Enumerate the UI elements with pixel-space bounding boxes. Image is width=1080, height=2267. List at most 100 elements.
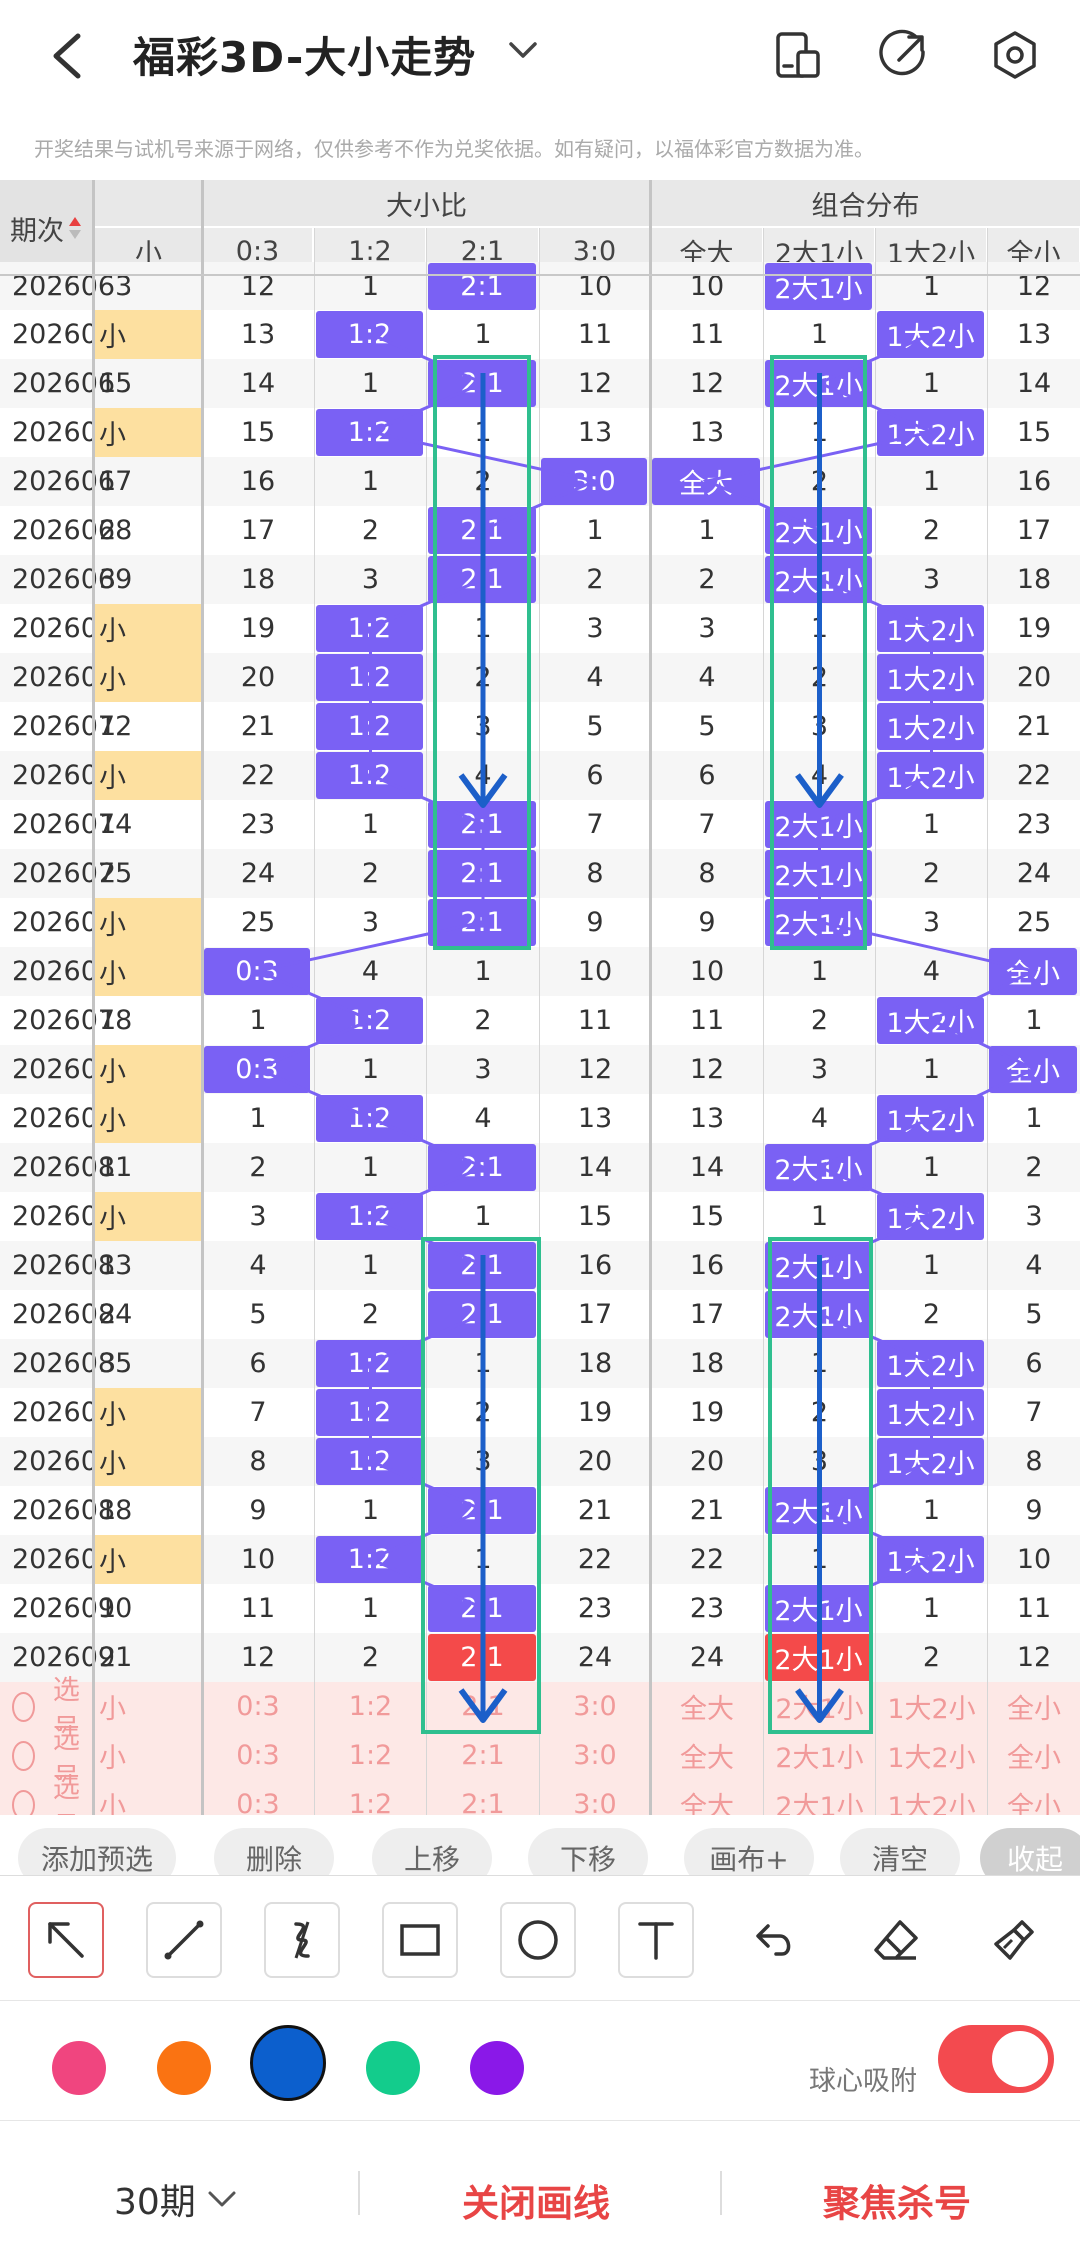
- value-cell: 1: [474, 319, 492, 350]
- color-green-swatch[interactable]: [366, 2041, 420, 2095]
- value-cell: 3: [810, 711, 829, 742]
- value-cell: 3: [361, 907, 380, 938]
- delete-button[interactable]: 删除: [214, 1828, 334, 1875]
- canvas-plus-button[interactable]: 画布+: [684, 1828, 814, 1875]
- value-cell[interactable]: 全小: [1007, 1792, 1061, 1815]
- table-row: 选号小 0:3 1:2 2:1 3:0 全大 2大1小 1大2小全小: [0, 1675, 1080, 1745]
- eraser-icon: [874, 1920, 918, 1960]
- value-cell: 23: [577, 1593, 613, 1624]
- page-title[interactable]: 福彩3D-大小走势: [133, 33, 477, 82]
- value-cell[interactable]: 全大: [680, 1743, 734, 1774]
- value-cell[interactable]: 全小: [1007, 1694, 1061, 1725]
- collapse-button[interactable]: 收起: [980, 1828, 1080, 1875]
- color-pink-swatch[interactable]: [52, 2041, 106, 2095]
- value-cell[interactable]: 2:1: [461, 1691, 505, 1722]
- value-cell[interactable]: 2大1小: [775, 1743, 864, 1774]
- small-value-cell: 1: [99, 368, 117, 399]
- value-cell: 8: [698, 858, 716, 889]
- add-preselect-button[interactable]: 添加预选: [18, 1828, 176, 1875]
- value-cell: 3: [249, 1201, 267, 1232]
- value-cell[interactable]: 全大: [680, 1694, 734, 1725]
- period-cell: 2026065: [12, 368, 133, 399]
- value-cell: 9: [586, 907, 604, 938]
- small-value-cell: 小: [99, 322, 126, 353]
- period-cell[interactable]: 选号: [0, 1773, 92, 1815]
- clear-brush-button[interactable]: [976, 1902, 1052, 1978]
- text-tool-button[interactable]: [618, 1902, 694, 1978]
- portrait-layout-icon[interactable]: [770, 28, 824, 82]
- value-cell[interactable]: 1:2: [348, 1789, 393, 1815]
- value-cell: 17: [1016, 515, 1052, 546]
- rectangle-tool-button[interactable]: [382, 1902, 458, 1978]
- value-cell[interactable]: 1:2: [348, 1740, 393, 1771]
- hit-value-cell: 2大1小: [765, 1585, 872, 1632]
- value-cell[interactable]: 1大2小: [887, 1694, 976, 1725]
- value-cell[interactable]: 2大1小: [775, 1792, 864, 1815]
- value-cell: 11: [577, 1005, 613, 1036]
- hit-value-cell: 全小: [989, 948, 1077, 995]
- value-cell: 11: [689, 319, 725, 350]
- table-row: 2026079 小 0:3 1 3 12 12 3 1 全小: [0, 1045, 1080, 1094]
- small-value-cell: 小: [99, 1743, 126, 1774]
- period-cell[interactable]: 选号: [0, 1675, 92, 1745]
- undo-button[interactable]: [736, 1902, 812, 1978]
- period-cell: 2026063: [12, 271, 133, 302]
- value-cell[interactable]: 2:1: [461, 1789, 505, 1815]
- value-cell[interactable]: 0:3: [236, 1740, 280, 1771]
- value-cell[interactable]: 0:3: [236, 1789, 280, 1815]
- settings-hexagon-icon[interactable]: [988, 28, 1042, 82]
- value-cell[interactable]: 全大: [680, 1792, 734, 1815]
- value-cell[interactable]: 2大1小: [775, 1694, 864, 1725]
- period-count-selector[interactable]: 30期: [114, 2173, 238, 2225]
- value-cell[interactable]: 3:0: [573, 1691, 617, 1722]
- hit-value-cell: 2:1: [428, 801, 536, 848]
- value-cell: 3: [698, 613, 716, 644]
- back-chevron-icon[interactable]: [44, 30, 92, 82]
- select-radio-icon[interactable]: [12, 1740, 35, 1771]
- clear-button[interactable]: 清空: [840, 1828, 960, 1875]
- column-gridline: [763, 228, 764, 1815]
- small-hit-cell: [95, 1388, 202, 1437]
- value-cell: 10: [240, 1544, 276, 1575]
- value-cell: 18: [577, 1348, 613, 1379]
- snap-toggle[interactable]: [938, 2025, 1054, 2093]
- color-blue-swatch-selected[interactable]: [250, 2025, 326, 2101]
- line-tool-button[interactable]: [146, 1902, 222, 1978]
- color-purple-swatch[interactable]: [470, 2041, 524, 2095]
- move-down-button[interactable]: 下移: [528, 1828, 648, 1875]
- table-row: 2026083 1 4 1 2:1 16 16 2大1小 1 4: [0, 1241, 1080, 1290]
- curve-tool-button[interactable]: [264, 1902, 340, 1978]
- value-cell[interactable]: 1:2: [348, 1691, 393, 1722]
- value-cell[interactable]: 2:1: [461, 1740, 505, 1771]
- value-cell[interactable]: 3:0: [573, 1789, 617, 1815]
- value-cell[interactable]: 3:0: [573, 1740, 617, 1771]
- chevron-down-icon: [208, 2191, 236, 2207]
- select-radio-icon[interactable]: [12, 1691, 35, 1722]
- value-cell: 7: [1025, 1397, 1043, 1428]
- value-cell[interactable]: 1大2小: [887, 1743, 976, 1774]
- circle-tool-button[interactable]: [500, 1902, 576, 1978]
- column-gridline: [539, 228, 540, 1815]
- value-cell[interactable]: 0:3: [236, 1691, 280, 1722]
- hit-value-cell: 1大2小: [877, 605, 984, 652]
- focus-kill-button[interactable]: 聚焦杀号: [823, 2182, 971, 2225]
- move-up-button[interactable]: 上移: [372, 1828, 492, 1875]
- eraser-button[interactable]: [858, 1902, 934, 1978]
- period-column-header[interactable]: 期次: [0, 180, 92, 276]
- value-cell: 13: [689, 417, 725, 448]
- small-value-cell: 1: [99, 711, 117, 742]
- period-cell: 2026069: [12, 564, 133, 595]
- small-hit-cell: [95, 751, 202, 800]
- close-drawing-button[interactable]: 关闭画线: [462, 2182, 610, 2225]
- color-orange-swatch[interactable]: [157, 2041, 211, 2095]
- period-cell: 2026070: [12, 613, 133, 644]
- small-hit-cell: [95, 1535, 202, 1584]
- value-cell: 2: [474, 466, 492, 497]
- value-cell[interactable]: 1大2小: [887, 1792, 976, 1815]
- chevron-down-icon[interactable]: [507, 38, 539, 62]
- share-arrow-icon[interactable]: [877, 28, 931, 82]
- value-cell[interactable]: 全小: [1007, 1743, 1061, 1774]
- arrow-tool-button[interactable]: [28, 1902, 104, 1978]
- select-radio-icon[interactable]: [12, 1789, 35, 1815]
- table-row: 2026080 小 1 1:2 4 13 13 4 1大2小 1: [0, 1094, 1080, 1143]
